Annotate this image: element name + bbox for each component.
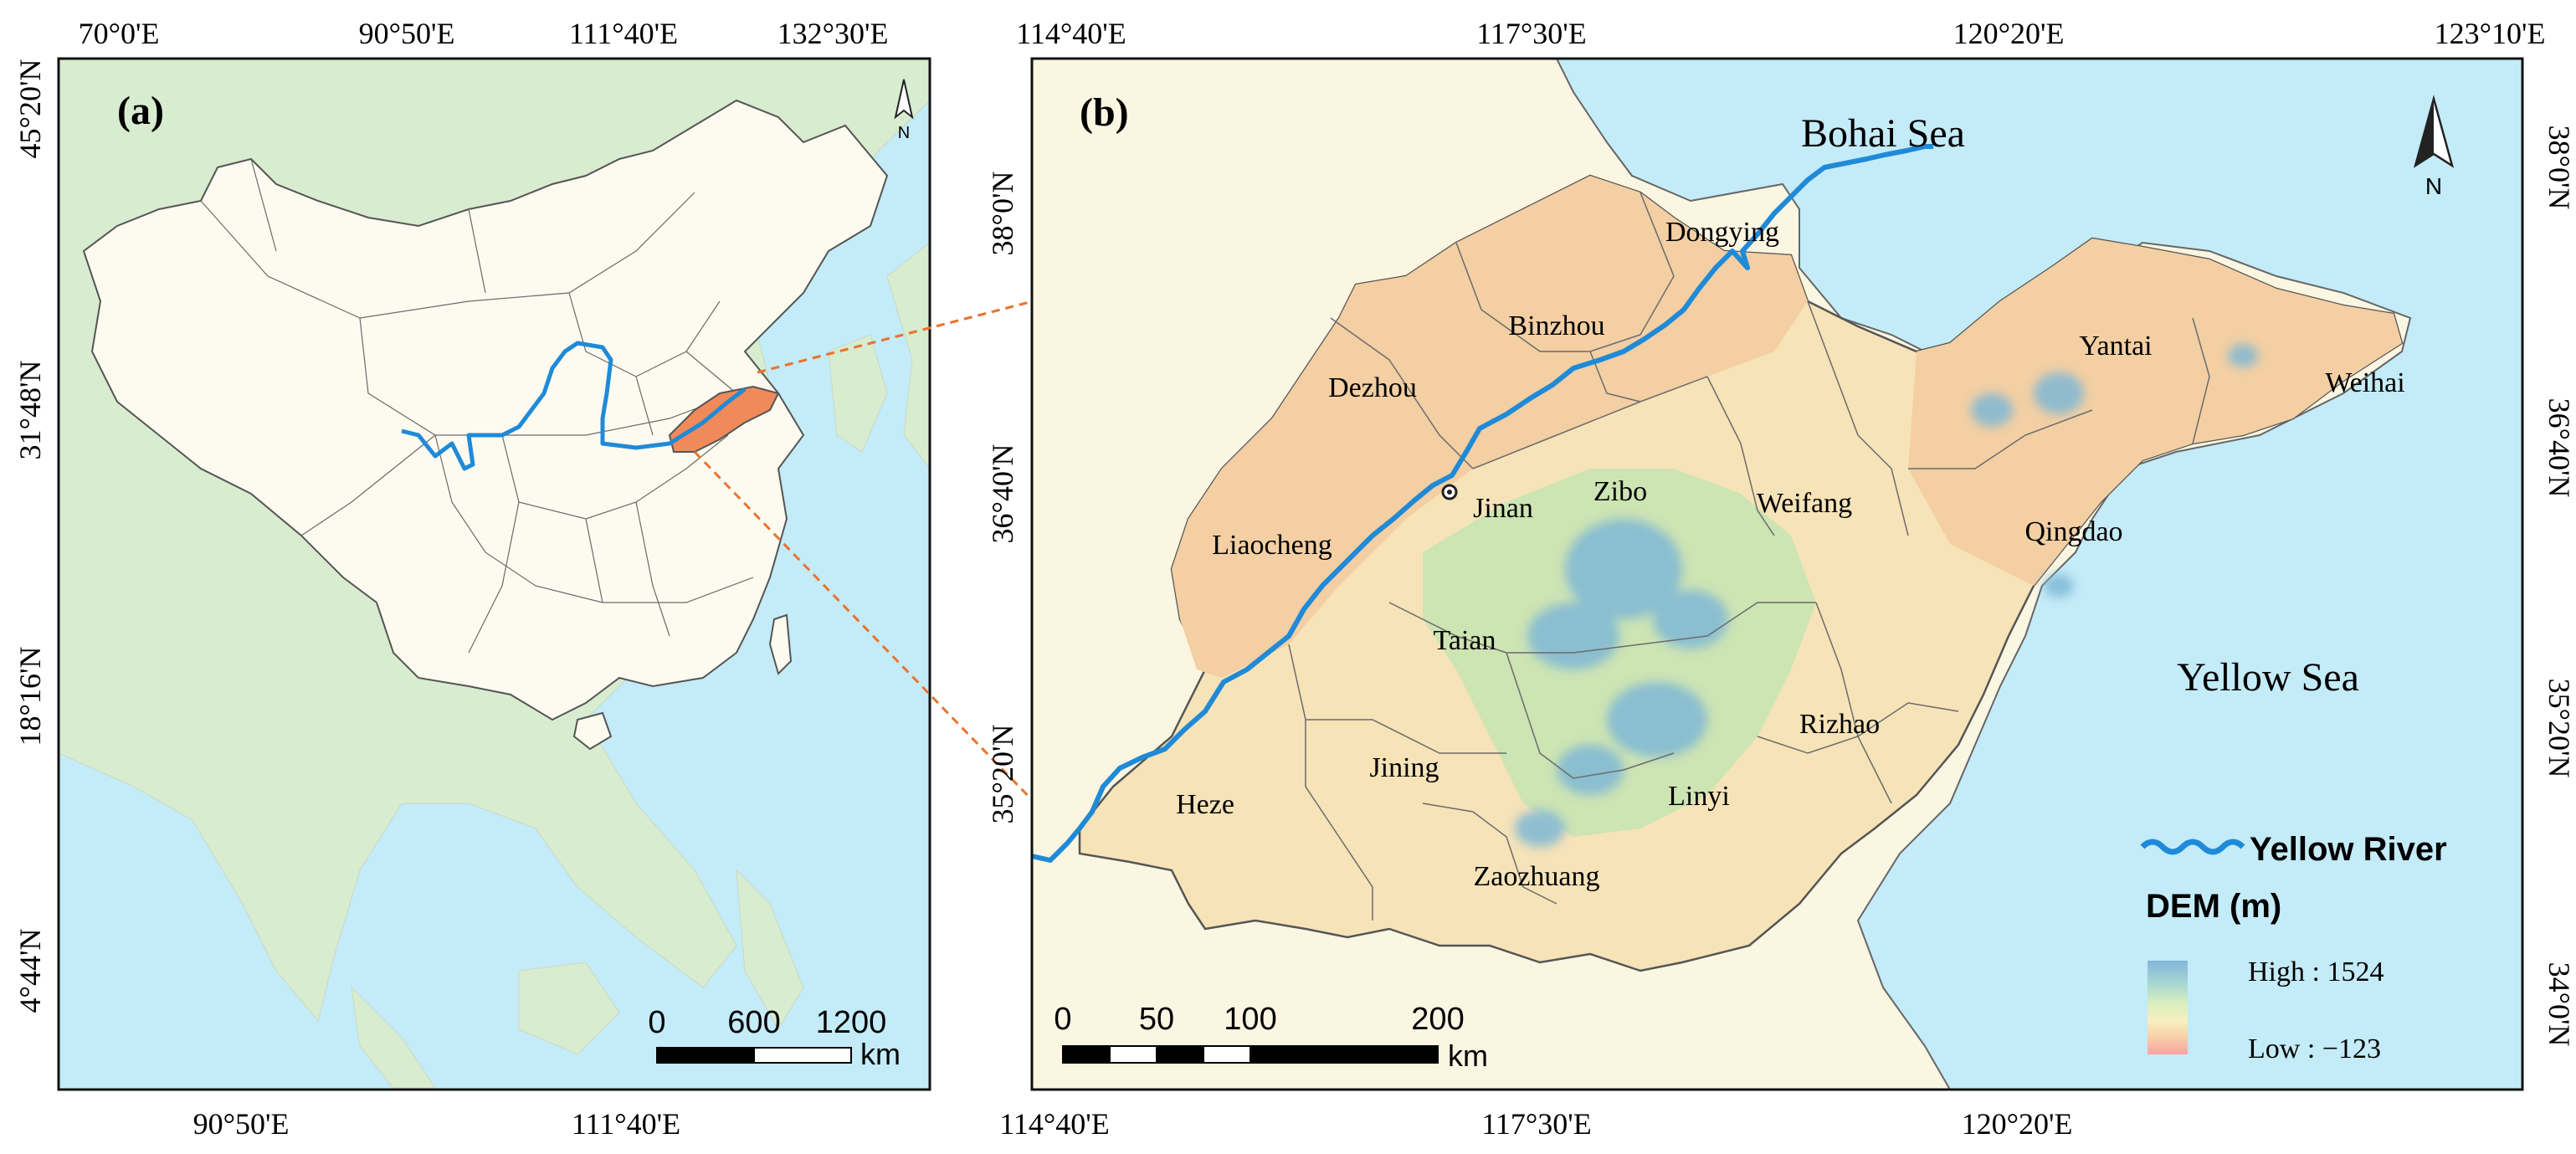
northwest-lowland (1172, 176, 1808, 678)
city-labels: Dongying Binzhou Dezhou Jinan Zibo Weifa… (1176, 217, 2405, 892)
city-binzhou: Binzhou (1508, 310, 1604, 341)
southeast-islands (351, 869, 804, 1089)
b-top-lon-2: 120°20'E (1953, 17, 2065, 50)
city-boundaries (1288, 192, 2210, 921)
china-land (82, 99, 889, 721)
city-jining: Jining (1369, 752, 1439, 783)
hainan (572, 711, 613, 751)
b-left-lat-0: 38°0'N (986, 172, 1019, 256)
city-rizhao: Rizhao (1799, 709, 1880, 740)
b-top-lon-3: 123°10'E (2435, 17, 2546, 50)
city-zaozhuang: Zaozhuang (1473, 861, 1599, 892)
legend-high-label: High : 1524 (2248, 957, 2384, 987)
city-dongying: Dongying (1665, 217, 1779, 248)
city-weifang: Weifang (1757, 488, 1852, 519)
connector-line-top (757, 153, 1601, 374)
north-arrow-b (2413, 95, 2455, 168)
city-dezhou: Dezhou (1328, 372, 1417, 403)
legend-dem-ramp (2148, 961, 2188, 1054)
jinan-marker-dot (1447, 490, 1452, 495)
panel-b-label: (b) (1080, 90, 1129, 135)
b-left-lat-2: 35°20'N (986, 725, 1019, 824)
panel-a-frame (57, 57, 931, 1091)
scale-a-tick-0: 0 (648, 1005, 665, 1040)
peninsula-lowland (1908, 238, 2402, 586)
legend-dem-title: DEM (m) (2146, 888, 2281, 925)
panel-b-frame (1030, 57, 2524, 1091)
city-linyi: Linyi (1668, 781, 1730, 812)
yellow-river-overview (401, 341, 747, 471)
a-top-lon-0: 70°0'E (79, 17, 160, 50)
city-heze: Heze (1176, 789, 1234, 820)
scale-a-tick-2: 1200 (816, 1005, 887, 1040)
shandong-highlight (668, 385, 780, 453)
legend-river-swatch (2140, 839, 2245, 855)
city-qingdao: Qingdao (2024, 516, 2122, 547)
a-top-lon-2: 111°40'E (569, 17, 678, 50)
north-label-a: N (898, 124, 910, 142)
city-jinan: Jinan (1473, 493, 1533, 524)
central-mountains (1515, 344, 2258, 847)
scale-b-tick-2: 100 (1224, 1002, 1276, 1037)
a-left-lat-3: 4°44'N (13, 929, 47, 1013)
sea-label-yellow: Yellow Sea (2177, 655, 2359, 700)
scale-bar-a (656, 1047, 852, 1064)
scale-b-unit: km (1448, 1039, 1488, 1073)
central-hills (1423, 469, 1816, 837)
a-left-lat-2: 18°16'N (13, 647, 47, 746)
a-left-lat-1: 31°48'N (13, 361, 47, 460)
b-right-lat-0: 38°0'N (2543, 126, 2576, 210)
scale-b-tick-3: 200 (1411, 1002, 1464, 1037)
panel-a-map: N 0 600 1200 km (a) (59, 59, 930, 1090)
korea-japan (828, 242, 930, 469)
city-taian: Taian (1433, 625, 1496, 656)
b-right-lat-3: 34°0'N (2543, 962, 2576, 1047)
yellow-river (1032, 144, 1933, 863)
scale-a-unit: km (860, 1037, 901, 1071)
sea-label-bohai: Bohai Sea (1801, 111, 1965, 156)
a-bottom-lon-0: 90°50'E (193, 1107, 290, 1141)
city-weihai: Weihai (2325, 367, 2404, 398)
legend-low-label: Low : −123 (2248, 1033, 2381, 1064)
city-liaocheng: Liaocheng (1212, 530, 1332, 561)
b-left-lat-1: 36°40'N (986, 444, 1019, 544)
b-top-lon-1: 117°30'E (1476, 17, 1587, 50)
scale-a-tick-1: 600 (727, 1005, 780, 1040)
scale-b-tick-1: 50 (1139, 1002, 1174, 1037)
province-boundaries (200, 158, 754, 654)
b-right-lat-1: 36°40'N (2543, 398, 2576, 498)
city-yantai: Yantai (2079, 331, 2152, 362)
panel-b-map: N 0 50 100 200 km Yellow River DEM (m) H… (1032, 59, 2522, 1090)
north-arrow-a (894, 79, 914, 120)
b-bottom-lon-0: 114°40'E (999, 1107, 1110, 1141)
legend-river-label: Yellow River (2250, 831, 2447, 868)
scale-b-tick-0: 0 (1054, 1002, 1071, 1037)
scale-bar-b (1062, 1045, 1439, 1064)
city-zibo: Zibo (1593, 476, 1647, 507)
north-label-b: N (2425, 173, 2442, 199)
a-left-lat-0: 45°20'N (13, 59, 47, 159)
b-top-lon-0: 114°40'E (1016, 17, 1126, 50)
panel-a-label: (a) (117, 89, 164, 133)
a-top-lon-1: 90°50'E (359, 17, 455, 50)
a-bottom-lon-1: 111°40'E (572, 1107, 680, 1141)
connector-line-bottom (693, 450, 1094, 864)
a-top-lon-3: 132°30'E (777, 17, 889, 50)
b-right-lat-2: 35°20'N (2543, 679, 2576, 778)
b-bottom-lon-1: 117°30'E (1481, 1107, 1592, 1141)
b-bottom-lon-2: 120°20'E (1962, 1107, 2073, 1141)
taiwan (768, 613, 793, 675)
